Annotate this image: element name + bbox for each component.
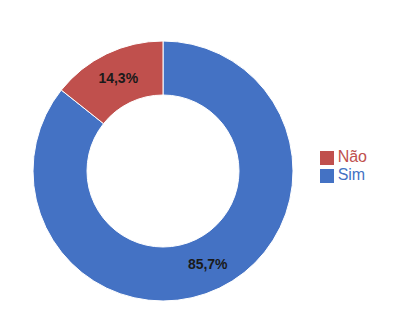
svg-text:85,7%: 85,7% bbox=[188, 256, 228, 272]
html-text:Sim: Sim bbox=[337, 166, 366, 183]
html-text:Não: Não bbox=[337, 148, 367, 165]
svg-text:14,3%: 14,3% bbox=[98, 70, 138, 86]
